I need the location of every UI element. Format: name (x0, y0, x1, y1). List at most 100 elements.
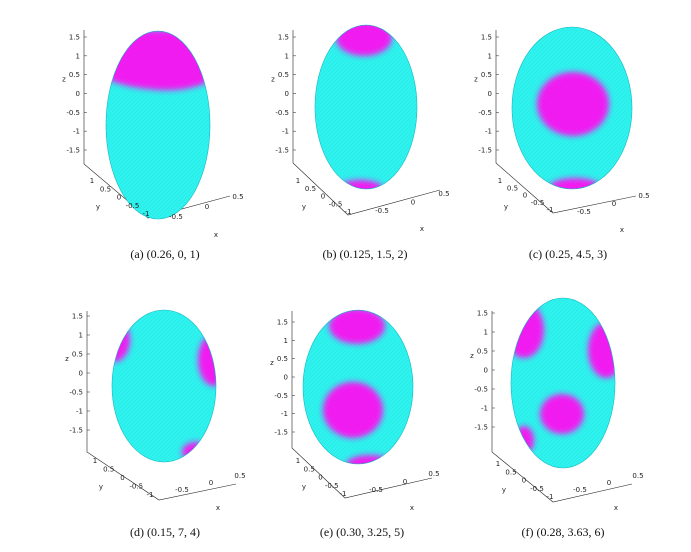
z-tick-label-e: 1 (284, 337, 288, 345)
caption-a: (a) (0.26, 0, 1) (130, 247, 200, 261)
x-tick-label-e: -0.5 (369, 486, 383, 494)
y-tick-label-a: 1 (90, 177, 94, 185)
y-axis-label-f: y (502, 486, 506, 494)
y-tick-label-d: 1 (93, 457, 97, 465)
y-tick-label-a: 0 (117, 194, 121, 202)
axis-frame-b (292, 30, 441, 216)
z-tick-label-c: -1.5 (478, 147, 492, 155)
surface-c (512, 27, 632, 189)
x-tick-label-f: 0.5 (632, 472, 643, 480)
caption-b: (b) (0.125, 1.5, 2) (322, 247, 408, 261)
z-tick-label-e: 1.5 (277, 319, 288, 327)
y-tick-label-d: 0 (120, 474, 124, 482)
z-tick-label-a: 0 (76, 90, 80, 98)
z-tick-label-f: -1 (481, 405, 488, 413)
surface-outline-d (111, 309, 217, 463)
z-tick-label-a: 0.5 (69, 71, 80, 79)
x-tick-label-b: -0.5 (375, 207, 389, 215)
x-tick-label-d: 0 (209, 479, 213, 487)
x-tick-label-b: 0 (411, 199, 415, 207)
y-axis-label-c: y (504, 203, 508, 211)
y-tick-label-b: -0.5 (329, 200, 343, 208)
y-axis-label-a: y (96, 203, 100, 211)
z-axis-label-d: z (65, 355, 69, 363)
surface-e (303, 310, 413, 464)
x-axis-label-d: x (216, 504, 220, 512)
z-tick-label-d: -1.5 (69, 427, 83, 435)
y-tick-label-f: -1 (547, 493, 554, 501)
z-axis-label-e: z (270, 359, 274, 367)
z-axis-label-a: z (62, 76, 66, 84)
z-tick-label-a: -1 (73, 128, 80, 136)
x-axis-label-f: x (614, 504, 618, 512)
panel-e (291, 309, 433, 499)
x-axis-label-a: x (214, 231, 218, 239)
y-tick-label-b: 1 (296, 177, 300, 185)
y-tick-label-e: -1 (340, 490, 347, 498)
z-tick-label-f: 0.5 (477, 348, 488, 356)
surface-outline-f (510, 297, 616, 469)
y-tick-label-a: -0.5 (126, 202, 140, 210)
surface-outline-e (302, 309, 414, 465)
z-tick-label-d: 0 (79, 370, 83, 378)
z-tick-label-e: 0.5 (277, 355, 288, 363)
z-tick-label-a: -0.5 (66, 109, 80, 117)
surface-d (112, 310, 216, 462)
surface-outline-c (511, 26, 633, 190)
z-tick-label-b: 1.5 (278, 34, 289, 42)
surface-outline-b (314, 24, 418, 190)
z-tick-label-d: 1 (79, 332, 83, 340)
z-tick-label-a: -1.5 (66, 147, 80, 155)
y-tick-label-f: 0.5 (505, 468, 516, 476)
axis-frame-f (491, 311, 633, 503)
z-tick-label-e: -1 (281, 410, 288, 418)
x-axis-label-c: x (620, 226, 624, 234)
x-tick-label-e: 0 (403, 478, 407, 486)
x-tick-label-d: 0.5 (234, 472, 245, 480)
axes-layer: 1.510.50-0.5-1-1.5z10.50-0.5-1y-0.500.5x… (62, 34, 649, 513)
x-tick-label-d: -0.5 (175, 486, 189, 494)
x-tick-label-b: 0.5 (438, 190, 449, 198)
axis-frame-c (495, 30, 637, 214)
surface-f (511, 298, 615, 468)
z-tick-label-e: -0.5 (274, 392, 288, 400)
y-tick-label-d: 0.5 (103, 466, 114, 474)
y-axis-label-e: y (302, 483, 306, 491)
axis-frame-e (291, 311, 433, 499)
y-tick-label-b: 0.5 (305, 185, 316, 193)
x-tick-label-a: 0.5 (232, 193, 243, 201)
axis-frame-d (86, 311, 237, 501)
z-tick-label-a: 1 (76, 52, 80, 60)
z-tick-label-c: 1 (488, 52, 492, 60)
z-tick-label-d: -1 (76, 408, 83, 416)
caption-e: (e) (0.30, 3.25, 5) (319, 525, 405, 539)
x-tick-label-f: 0 (607, 479, 611, 487)
z-tick-label-b: 1 (285, 52, 289, 60)
caption-d: (d) (0.15, 7, 4) (130, 525, 200, 539)
y-tick-label-c: -1 (547, 206, 554, 214)
caption-c: (c) (0.25, 4.5, 3) (528, 247, 608, 261)
y-tick-label-f: 1 (496, 460, 500, 468)
z-tick-label-c: 0 (488, 90, 492, 98)
z-tick-label-c: 0.5 (481, 71, 492, 79)
panel-f (491, 297, 633, 503)
caption-f: (f) (0.28, 3.63, 6) (521, 525, 605, 539)
z-tick-label-f: -0.5 (474, 386, 488, 394)
z-tick-label-d: 1.5 (72, 313, 83, 321)
y-tick-label-d: -1 (147, 491, 154, 499)
z-tick-label-f: -1.5 (474, 424, 488, 432)
surface-a (106, 31, 210, 219)
z-tick-label-c: 1.5 (481, 34, 492, 42)
z-tick-label-e: 0 (284, 374, 288, 382)
z-tick-label-b: 0.5 (278, 71, 289, 79)
y-tick-label-b: -1 (345, 208, 352, 216)
z-tick-label-f: 1.5 (477, 310, 488, 318)
y-tick-label-c: -0.5 (531, 199, 545, 207)
surface-outline-a (105, 30, 211, 220)
z-axis-label-c: z (474, 76, 478, 84)
y-tick-label-a: -1 (143, 210, 150, 218)
z-tick-label-b: -0.5 (275, 109, 289, 117)
z-tick-label-c: -1 (485, 128, 492, 136)
axis-frame-a (83, 30, 231, 219)
y-tick-label-f: 0 (522, 477, 526, 485)
